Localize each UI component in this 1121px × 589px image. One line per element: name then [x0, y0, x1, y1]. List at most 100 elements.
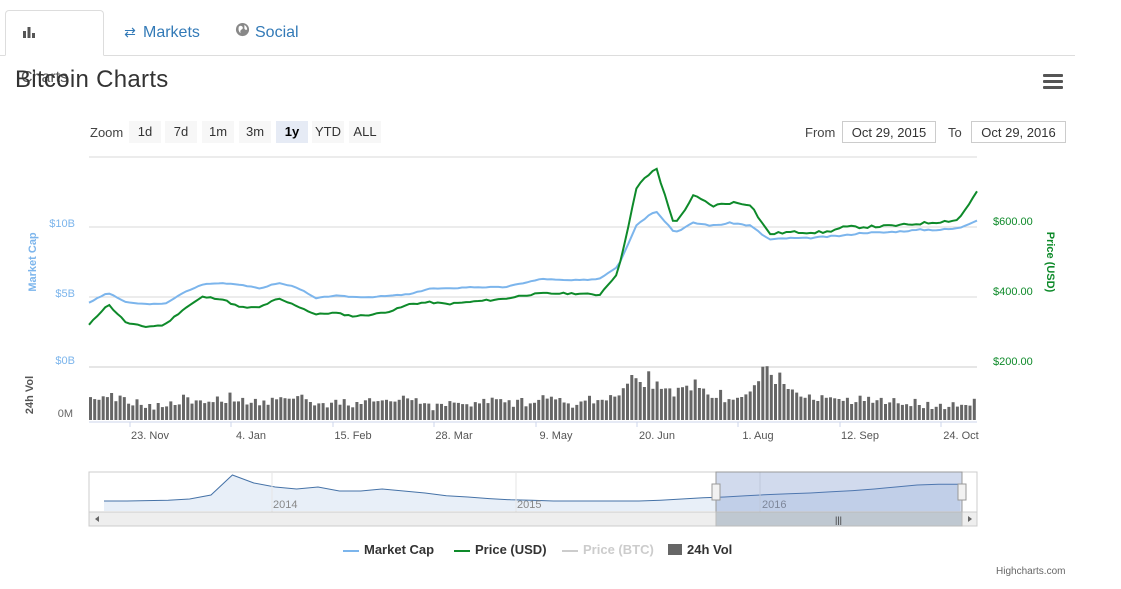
volume-bar[interactable] [435, 403, 439, 420]
volume-bar[interactable] [393, 401, 397, 420]
to-date-input[interactable]: Oct 29, 2016 [971, 121, 1066, 143]
volume-bar[interactable] [207, 401, 211, 420]
volume-bar[interactable] [368, 398, 372, 420]
chart-menu-icon[interactable] [1043, 74, 1063, 90]
volume-bar[interactable] [330, 402, 333, 420]
volume-bar[interactable] [816, 401, 820, 420]
volume-bar[interactable] [879, 397, 883, 420]
price-usd-line[interactable] [88, 167, 978, 329]
volume-bar[interactable] [951, 402, 955, 420]
volume-bar[interactable] [541, 395, 545, 420]
volume-bar[interactable] [626, 383, 629, 420]
volume-bar[interactable] [647, 371, 651, 420]
volume-bar[interactable] [774, 384, 777, 420]
volume-bar[interactable] [744, 394, 748, 420]
volume-bar[interactable] [533, 402, 536, 420]
volume-bar[interactable] [346, 405, 350, 421]
volume-bar[interactable] [89, 397, 92, 420]
volume-bar[interactable] [892, 398, 896, 420]
volume-bar[interactable] [592, 403, 596, 420]
scroll-right-arrow-icon[interactable] [968, 516, 972, 522]
volume-bar[interactable] [224, 403, 228, 420]
zoom-ytd-button[interactable]: YTD [312, 121, 344, 143]
volume-bar[interactable] [110, 393, 114, 420]
volume-bar[interactable] [824, 397, 828, 420]
volume-bar[interactable] [689, 390, 693, 420]
volume-bar[interactable] [410, 400, 414, 420]
volume-bar[interactable] [287, 398, 291, 420]
zoom-1y-button[interactable]: 1y [276, 121, 308, 143]
volume-bar[interactable] [473, 402, 477, 420]
volume-bar[interactable] [308, 402, 312, 420]
volume-bar[interactable] [795, 392, 799, 420]
legend-price-usd[interactable]: Price (USD) [454, 542, 547, 557]
volume-bar[interactable] [139, 404, 143, 420]
volume-bar[interactable] [283, 398, 287, 420]
volume-bar[interactable] [516, 399, 520, 420]
navigator-selection[interactable] [715, 471, 963, 513]
volume-bar[interactable] [156, 403, 160, 420]
volume-bar[interactable] [681, 387, 684, 420]
volume-bar[interactable] [461, 404, 465, 420]
volume-bar[interactable] [955, 406, 959, 420]
volume-bar[interactable] [131, 405, 135, 420]
volume-bar[interactable] [118, 395, 122, 420]
volume-bar[interactable] [279, 397, 283, 420]
volume-bar[interactable] [440, 403, 443, 420]
volume-bar[interactable] [389, 401, 393, 420]
navigator-left-handle[interactable] [711, 483, 721, 501]
legend-price-btc[interactable]: Price (BTC) [562, 542, 654, 557]
volume-bar[interactable] [571, 407, 575, 420]
volume-bar[interactable] [583, 400, 587, 420]
volume-bar[interactable] [266, 404, 270, 420]
volume-bar[interactable] [203, 403, 207, 420]
volume-bar[interactable] [351, 407, 355, 420]
volume-bar[interactable] [359, 404, 363, 420]
volume-bar[interactable] [524, 406, 528, 420]
volume-bar[interactable] [609, 395, 613, 420]
volume-bar[interactable] [558, 398, 562, 420]
volume-bar[interactable] [562, 402, 566, 421]
volume-bar[interactable] [452, 402, 456, 420]
volume-bar[interactable] [148, 404, 152, 420]
volume-bar[interactable] [566, 403, 570, 420]
volume-bar[interactable] [604, 400, 608, 420]
volume-bar[interactable] [913, 398, 917, 420]
volume-bar[interactable] [803, 397, 807, 420]
volume-bar[interactable] [342, 399, 346, 420]
volume-bar[interactable] [456, 402, 460, 420]
market-cap-line[interactable] [88, 210, 978, 306]
volume-bar[interactable] [617, 395, 621, 420]
volume-bar[interactable] [418, 403, 422, 420]
volume-bar[interactable] [812, 399, 816, 420]
volume-bar[interactable] [270, 397, 274, 420]
volume-bar[interactable] [710, 397, 714, 420]
volume-bar[interactable] [634, 378, 638, 420]
volume-bar[interactable] [765, 366, 769, 420]
scrollbar-thumb[interactable] [715, 511, 963, 527]
zoom-3m-button[interactable]: 3m [239, 121, 271, 143]
volume-bar[interactable] [478, 403, 481, 420]
volume-bar[interactable] [769, 374, 773, 420]
legend-24h-vol[interactable]: 24h Vol [668, 542, 732, 557]
volume-bar[interactable] [782, 384, 786, 420]
volume-bar[interactable] [423, 403, 427, 420]
volume-bar[interactable] [905, 404, 909, 420]
volume-bar[interactable] [93, 399, 97, 420]
volume-bar[interactable] [693, 379, 697, 421]
volume-bar[interactable] [600, 399, 604, 420]
volume-bar[interactable] [507, 400, 511, 420]
volume-bar[interactable] [829, 397, 832, 420]
zoom-1m-button[interactable]: 1m [202, 121, 234, 143]
volume-bar[interactable] [757, 381, 761, 420]
volume-bar[interactable] [105, 397, 109, 420]
volume-bar[interactable] [938, 403, 942, 420]
volume-bar[interactable] [101, 396, 105, 420]
volume-bar[interactable] [427, 403, 431, 420]
volume-bar[interactable] [194, 400, 198, 420]
volume-bar[interactable] [613, 396, 617, 420]
volume-bar[interactable] [858, 395, 862, 420]
volume-bar[interactable] [300, 394, 304, 420]
volume-bar[interactable] [820, 395, 824, 420]
volume-bar[interactable] [917, 405, 921, 420]
